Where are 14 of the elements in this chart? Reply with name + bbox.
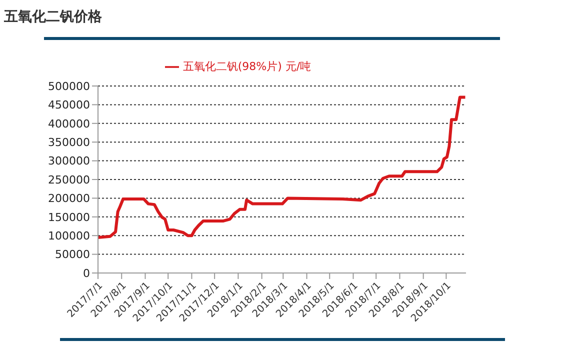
y-tick-label: 350000 (48, 136, 90, 150)
y-tick-label: 500000 (48, 80, 90, 93)
y-tick-label: 200000 (48, 192, 90, 206)
chart-title: 五氧化二钒价格 (4, 8, 102, 26)
y-tick-label: 150000 (48, 210, 90, 224)
y-tick-label: 300000 (48, 154, 90, 168)
y-tick-label: 450000 (48, 98, 90, 112)
y-tick-label: 100000 (48, 230, 90, 243)
y-tick-label: 250000 (48, 173, 90, 186)
y-tick-label: 0 (83, 266, 90, 280)
y-tick-label: 400000 (48, 117, 90, 130)
y-tick-label: 50000 (55, 248, 90, 262)
line-series (98, 96, 466, 239)
legend-label: 五氧化二钒(98%片) 元/吨 (182, 60, 312, 73)
